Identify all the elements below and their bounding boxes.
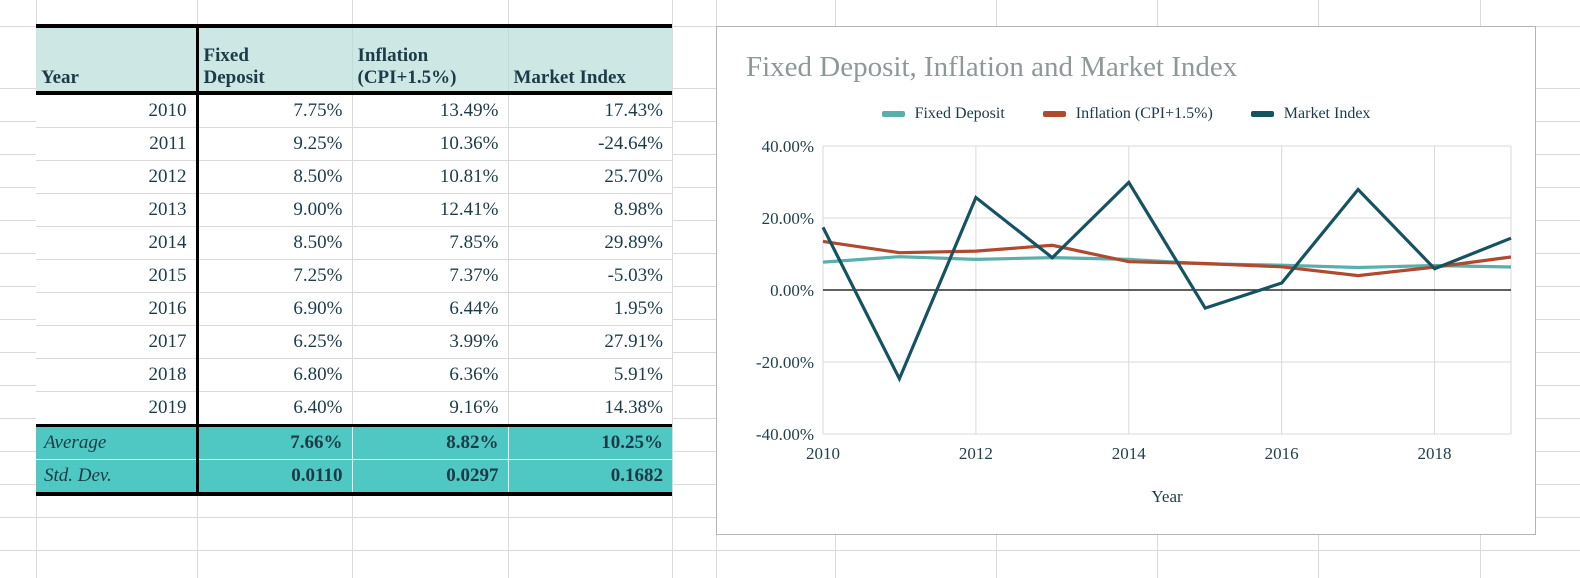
x-axis-title: Year (1151, 487, 1183, 506)
summary-row: Std. Dev. 0.0110 0.0297 0.1682 (36, 459, 672, 494)
value-cell[interactable]: 13.49% (352, 93, 509, 128)
year-cell[interactable]: 2010 (36, 93, 199, 128)
summary-label-cell[interactable]: Std. Dev. (36, 459, 199, 494)
summary-value-cell[interactable]: 0.1682 (508, 459, 672, 494)
value-cell[interactable]: 7.85% (352, 226, 509, 260)
table-row: 2010 7.75% 13.49% 17.43% (36, 93, 672, 128)
summary-row: Average 7.66% 8.82% 10.25% (36, 424, 672, 460)
value-cell[interactable]: 6.36% (352, 358, 509, 392)
value-cell[interactable]: 7.37% (352, 259, 509, 293)
value-cell[interactable]: 17.43% (508, 93, 672, 128)
value-cell[interactable]: 14.38% (604, 397, 663, 418)
legend-label: Fixed Deposit (914, 105, 1005, 122)
legend-label: Inflation (CPI+1.5%) (1075, 105, 1213, 122)
value-cell[interactable]: 6.25% (197, 325, 353, 359)
table-row: 2011 9.25% 10.36% -24.64% (36, 127, 672, 161)
y-tick-label: 40.00% (762, 137, 814, 156)
year-returns-table: Year Fixed Deposit Inflation (CPI+1.5%) Mar… (36, 24, 672, 496)
column-header[interactable]: Market Index (508, 26, 672, 95)
chart-title[interactable]: Fixed Deposit, Inflation and Market Inde… (746, 51, 1238, 83)
year-cell[interactable]: 2011 (36, 127, 199, 161)
table-row: 2016 6.90% 6.44% 1.95% (36, 292, 672, 326)
table-row: 2019 6.40% 9.16% 14.38% (36, 391, 672, 426)
summary-label-cell[interactable]: Average (36, 424, 199, 460)
summary-value-cell[interactable]: 0.0110 (197, 459, 353, 494)
year-cell[interactable]: 2012 (36, 160, 199, 194)
value-cell[interactable]: -24.64% (508, 127, 672, 161)
column-header[interactable]: Fixed Deposit (197, 26, 353, 95)
x-tick-label: 2018 (1418, 444, 1452, 463)
year-cell[interactable]: 2018 (36, 358, 199, 392)
value-cell[interactable]: 25.70% (508, 160, 672, 194)
value-cell[interactable]: 6.90% (197, 292, 353, 326)
series-line[interactable] (822, 239, 1512, 278)
chart[interactable]: Fixed Deposit, Inflation and Market Inde… (716, 26, 1536, 535)
table-row: 2013 9.00% 12.41% 8.98% (36, 193, 672, 227)
y-tick-label: -40.00% (756, 425, 814, 444)
value-cell[interactable]: 6.40% (197, 391, 353, 426)
table-row: 2012 8.50% 10.81% 25.70% (36, 160, 672, 194)
x-tick-label: 2012 (959, 444, 993, 463)
value-cell[interactable]: 10.81% (352, 160, 509, 194)
legend-item[interactable]: Fixed Deposit (881, 105, 1005, 123)
value-cell[interactable]: 6.80% (197, 358, 353, 392)
value-cell[interactable]: 8.50% (197, 160, 353, 194)
year-cell[interactable]: 2013 (36, 193, 199, 227)
value-cell[interactable]: 1.95% (508, 292, 672, 326)
column-header[interactable]: Year (36, 26, 199, 95)
x-tick-label: 2016 (1265, 444, 1299, 463)
value-cell[interactable]: 7.25% (197, 259, 353, 293)
value-cell[interactable]: 10.36% (352, 127, 509, 161)
value-cell[interactable]: 27.91% (508, 325, 672, 359)
legend-label: Market Index (1283, 105, 1371, 122)
legend-swatch-icon (1042, 111, 1066, 117)
year-cell[interactable]: 2016 (36, 292, 199, 326)
value-cell[interactable]: 9.16% (352, 391, 509, 426)
summary-value-cell[interactable]: 8.82% (352, 424, 509, 460)
table-row: 2018 6.80% 6.36% 5.91% (36, 358, 672, 392)
data-table: Year Fixed Deposit Inflation (CPI+1.5%) Mar… (36, 24, 672, 496)
table-row: 2014 8.50% 7.85% 29.89% (36, 226, 672, 260)
column-header[interactable]: Inflation (CPI+1.5%) (352, 26, 509, 95)
y-tick-label: 20.00% (762, 209, 814, 228)
y-tick-label: 0.00% (770, 281, 814, 300)
value-cell[interactable]: 29.89% (508, 226, 672, 260)
legend-swatch-icon (1250, 111, 1274, 117)
value-cell[interactable]: 9.25% (197, 127, 353, 161)
value-cell[interactable]: 3.99% (352, 325, 509, 359)
x-tick-label: 2010 (806, 444, 840, 463)
summary-value-cell[interactable]: 10.25% (508, 424, 672, 460)
value-cell[interactable]: 5.91% (508, 358, 672, 392)
year-cell[interactable]: 2015 (36, 259, 199, 293)
value-cell[interactable]: 9.00% (197, 193, 353, 227)
year-cell[interactable]: 2019 (36, 391, 199, 426)
table-row: 2017 6.25% 3.99% 27.91% (36, 325, 672, 359)
value-cell[interactable]: 8.98% (508, 193, 672, 227)
legend-item[interactable]: Market Index (1250, 105, 1371, 123)
value-cell[interactable]: 8.50% (197, 226, 353, 260)
grid-line (0, 550, 1580, 551)
value-cell[interactable]: 12.41% (352, 193, 509, 227)
year-cell[interactable]: 2017 (36, 325, 199, 359)
series-line[interactable] (821, 179, 1512, 383)
x-tick-label: 2014 (1112, 444, 1147, 463)
grid-line (672, 0, 673, 578)
value-cell[interactable]: -5.03% (508, 259, 672, 293)
value-cell[interactable]: 7.75% (197, 93, 353, 128)
summary-value-cell[interactable]: 0.0297 (352, 459, 509, 494)
chart-legend: Fixed Deposit Inflation (CPI+1.5%) Market … (717, 105, 1535, 123)
year-cell[interactable]: 2014 (36, 226, 199, 260)
value-cell[interactable]: 6.44% (352, 292, 509, 326)
table-row: 2015 7.25% 7.37% -5.03% (36, 259, 672, 293)
legend-swatch-icon (881, 111, 905, 117)
summary-value-cell[interactable]: 7.66% (197, 424, 353, 460)
legend-item[interactable]: Inflation (CPI+1.5%) (1042, 105, 1213, 123)
y-tick-label: -20.00% (756, 353, 814, 372)
